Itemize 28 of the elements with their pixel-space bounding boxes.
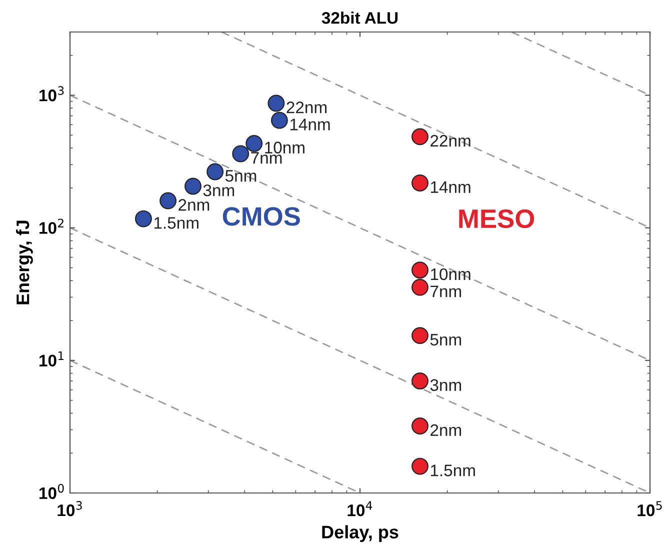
annotation: 22nm [286, 102, 326, 114]
annotation: 7nm [430, 286, 462, 298]
chart-title: 32bit ALU [322, 12, 398, 24]
annotation: 22nm [430, 134, 470, 147]
y-axis-title: Energy, fJ [16, 220, 33, 304]
x-tick-label: 10$^{3}$ [58, 501, 82, 516]
annotation: 10nm [430, 268, 470, 280]
series-label: CMOS [222, 207, 300, 226]
annotation: 3nm [430, 379, 462, 391]
annotation: 1.5nm [154, 217, 198, 229]
x-tick-label: 10$^{4}$ [348, 501, 372, 516]
y-tick-label: 10$^{0}$ [40, 484, 64, 500]
annotation: 5nm [225, 170, 256, 182]
annotation: 10nm [265, 142, 304, 154]
annotation: 3nm [203, 184, 234, 196]
y-tick-label: 10$^{2}$ [40, 218, 64, 234]
annotation: 1.5nm [430, 464, 475, 476]
x-axis-title: Delay, ps [322, 525, 398, 542]
annotation: 14nm [430, 181, 470, 193]
series-label: MESO [459, 209, 534, 228]
y-tick-label: 10$^{1}$ [40, 351, 64, 367]
annotation: 2nm [430, 424, 462, 436]
annotation: 2nm [178, 199, 210, 211]
annotation: 5nm [430, 334, 462, 346]
annotation: 7nm [251, 152, 282, 164]
x-tick-label: 10$^{5}$ [638, 501, 662, 516]
annotation: 14nm [290, 118, 330, 130]
y-tick-label: 10$^{3}$ [40, 86, 64, 102]
